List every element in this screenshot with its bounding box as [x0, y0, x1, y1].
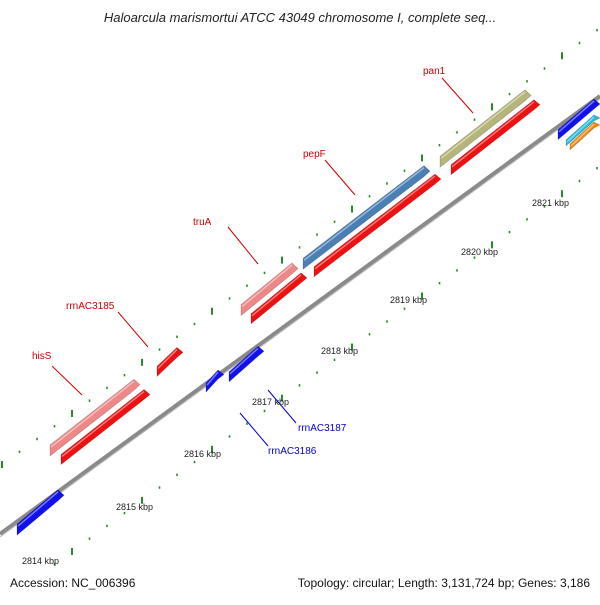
feature-pan1-cds[interactable] [450, 99, 541, 176]
feature-highlight [451, 101, 535, 168]
feature-lower-left-gene[interactable] [16, 489, 65, 536]
scale-label: 2814 kbp [22, 556, 59, 566]
scale-label: 2817 kbp [252, 397, 289, 407]
scale-label: 2819 kbp [390, 295, 427, 305]
feature-rrnAC3187[interactable] [228, 345, 265, 383]
feature-track [16, 89, 600, 536]
leader-line-hisS [51, 365, 83, 396]
feature-pepF-cds[interactable] [313, 173, 442, 278]
summary-label: Topology: circular; Length: 3,131,724 bp… [297, 576, 590, 590]
feature-highlight [251, 274, 302, 317]
chromosome-backbone [0, 94, 600, 536]
gene-label-truA[interactable]: truA [193, 217, 212, 228]
feature-highlight [440, 91, 526, 159]
feature-highlight [558, 100, 595, 133]
gene-label-rrnAC3187[interactable]: rrnAC3187 [298, 423, 347, 434]
scale-label: 2821 kbp [532, 198, 569, 208]
accession-label: Accession: NC_006396 [10, 576, 136, 590]
gene-label-rrnAC3185[interactable]: rrnAC3185 [66, 301, 115, 312]
leader-line-rrnAC3185 [117, 311, 149, 348]
tick-rows [1, 28, 598, 566]
feature-highlight [50, 380, 135, 448]
feature-highlight [17, 491, 59, 527]
feature-right-edge-gene-cyan[interactable] [565, 114, 600, 147]
feature-highlight [229, 347, 259, 375]
gene-label-pepF[interactable]: pepF [303, 149, 326, 160]
feature-highlight [241, 264, 293, 308]
scale-label: 2818 kbp [321, 346, 358, 356]
feature-highlight [303, 167, 425, 261]
leader-line-pan1 [441, 77, 474, 114]
scale-label: 2820 kbp [461, 247, 498, 257]
feature-rrnAC3186[interactable] [205, 369, 225, 393]
feature-highlight [157, 348, 178, 369]
feature-highlight [61, 390, 145, 458]
scale-label: 2815 kbp [116, 502, 153, 512]
feature-highlight [566, 116, 595, 143]
gene-label-pan1[interactable]: pan1 [423, 66, 446, 77]
feature-pan1[interactable] [439, 89, 532, 168]
gene-label-rrnAC3186[interactable]: rrnAC3186 [268, 446, 317, 457]
map-title: Haloarcula marismortui ATCC 43049 chromo… [103, 10, 497, 25]
feature-right-edge-gene-blue[interactable] [557, 98, 600, 141]
scale-label: 2816 kbp [184, 449, 221, 459]
feature-rrnAC3185[interactable] [156, 347, 184, 378]
chromosome-backbone-shadow [0, 98, 600, 538]
feature-right-edge-gene-orange[interactable] [569, 121, 600, 151]
leader-line-truA [227, 226, 259, 265]
feature-pepF[interactable] [302, 165, 431, 270]
feature-truA-cds[interactable] [250, 272, 308, 325]
feature-hisS-cds[interactable] [60, 389, 151, 466]
feature-highlight [314, 175, 436, 270]
feature-hisS[interactable] [49, 378, 141, 457]
leader-line-pepF [324, 159, 356, 196]
gene-label-hisS[interactable]: hisS [32, 351, 52, 362]
leader-line-rrnAC3187 [267, 389, 297, 424]
feature-highlight [206, 371, 219, 386]
leader-line-rrnAC3186 [239, 412, 269, 447]
feature-highlight [570, 123, 595, 147]
feature-truA[interactable] [240, 262, 299, 317]
